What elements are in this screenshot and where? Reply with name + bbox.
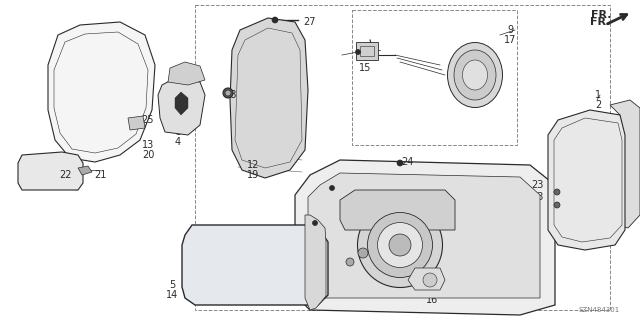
Text: 7: 7 bbox=[429, 285, 435, 295]
Ellipse shape bbox=[346, 258, 354, 266]
Polygon shape bbox=[182, 225, 328, 305]
Ellipse shape bbox=[223, 88, 233, 98]
Polygon shape bbox=[610, 100, 640, 228]
Ellipse shape bbox=[463, 60, 488, 90]
Text: 17: 17 bbox=[504, 35, 516, 45]
Polygon shape bbox=[78, 166, 92, 175]
Ellipse shape bbox=[330, 186, 335, 190]
Text: 24: 24 bbox=[401, 157, 413, 167]
Text: 27: 27 bbox=[304, 17, 316, 27]
Ellipse shape bbox=[447, 43, 502, 108]
Text: 18: 18 bbox=[414, 253, 426, 263]
Text: 1: 1 bbox=[595, 90, 601, 100]
Ellipse shape bbox=[367, 212, 433, 277]
Polygon shape bbox=[408, 268, 445, 290]
Text: 4: 4 bbox=[175, 137, 181, 147]
Ellipse shape bbox=[358, 248, 368, 258]
Text: 23: 23 bbox=[334, 187, 346, 197]
Text: 3: 3 bbox=[175, 127, 181, 137]
Text: 23: 23 bbox=[531, 192, 543, 202]
Text: 23: 23 bbox=[376, 257, 388, 267]
Polygon shape bbox=[158, 78, 205, 135]
Text: 8: 8 bbox=[372, 230, 378, 240]
Polygon shape bbox=[548, 110, 625, 250]
Polygon shape bbox=[230, 18, 308, 178]
Ellipse shape bbox=[423, 273, 437, 287]
Ellipse shape bbox=[454, 50, 496, 100]
Ellipse shape bbox=[272, 17, 278, 23]
Ellipse shape bbox=[389, 234, 411, 256]
Text: 23: 23 bbox=[531, 180, 543, 190]
Text: 11: 11 bbox=[414, 243, 426, 253]
Text: 13: 13 bbox=[142, 140, 154, 150]
Bar bbox=[356, 42, 378, 60]
Polygon shape bbox=[175, 92, 188, 115]
Text: 20: 20 bbox=[142, 150, 154, 160]
Bar bbox=[195, 5, 610, 310]
Text: 23: 23 bbox=[330, 250, 342, 260]
Ellipse shape bbox=[312, 220, 317, 226]
Text: 28: 28 bbox=[224, 90, 236, 100]
Polygon shape bbox=[48, 22, 155, 162]
Bar bbox=[352, 10, 517, 145]
Ellipse shape bbox=[554, 202, 560, 208]
Text: 2: 2 bbox=[595, 100, 601, 110]
Text: FR.: FR. bbox=[591, 10, 611, 20]
Polygon shape bbox=[340, 190, 455, 230]
Ellipse shape bbox=[378, 222, 422, 268]
Bar bbox=[360, 46, 374, 56]
Text: 22: 22 bbox=[59, 170, 71, 180]
Text: 16: 16 bbox=[426, 295, 438, 305]
Text: 6: 6 bbox=[362, 53, 368, 63]
Ellipse shape bbox=[554, 189, 560, 195]
Text: 21: 21 bbox=[94, 170, 106, 180]
Text: FR.: FR. bbox=[590, 17, 611, 27]
Text: SZN484301: SZN484301 bbox=[579, 307, 620, 313]
Text: 10: 10 bbox=[342, 250, 354, 260]
Text: 5: 5 bbox=[169, 280, 175, 290]
Polygon shape bbox=[305, 215, 326, 310]
Text: 9: 9 bbox=[507, 25, 513, 35]
Text: 26: 26 bbox=[172, 105, 184, 115]
Ellipse shape bbox=[355, 50, 360, 54]
Text: 19: 19 bbox=[247, 170, 259, 180]
Text: 23: 23 bbox=[379, 195, 391, 205]
Text: 15: 15 bbox=[359, 63, 371, 73]
Ellipse shape bbox=[397, 160, 403, 166]
Polygon shape bbox=[308, 173, 540, 298]
Polygon shape bbox=[295, 160, 555, 315]
Text: 25: 25 bbox=[141, 115, 154, 125]
Text: 12: 12 bbox=[247, 160, 259, 170]
Polygon shape bbox=[168, 62, 205, 85]
Ellipse shape bbox=[225, 90, 231, 96]
Polygon shape bbox=[18, 152, 83, 190]
Text: 14: 14 bbox=[166, 290, 178, 300]
Polygon shape bbox=[128, 116, 145, 130]
Ellipse shape bbox=[358, 203, 442, 287]
